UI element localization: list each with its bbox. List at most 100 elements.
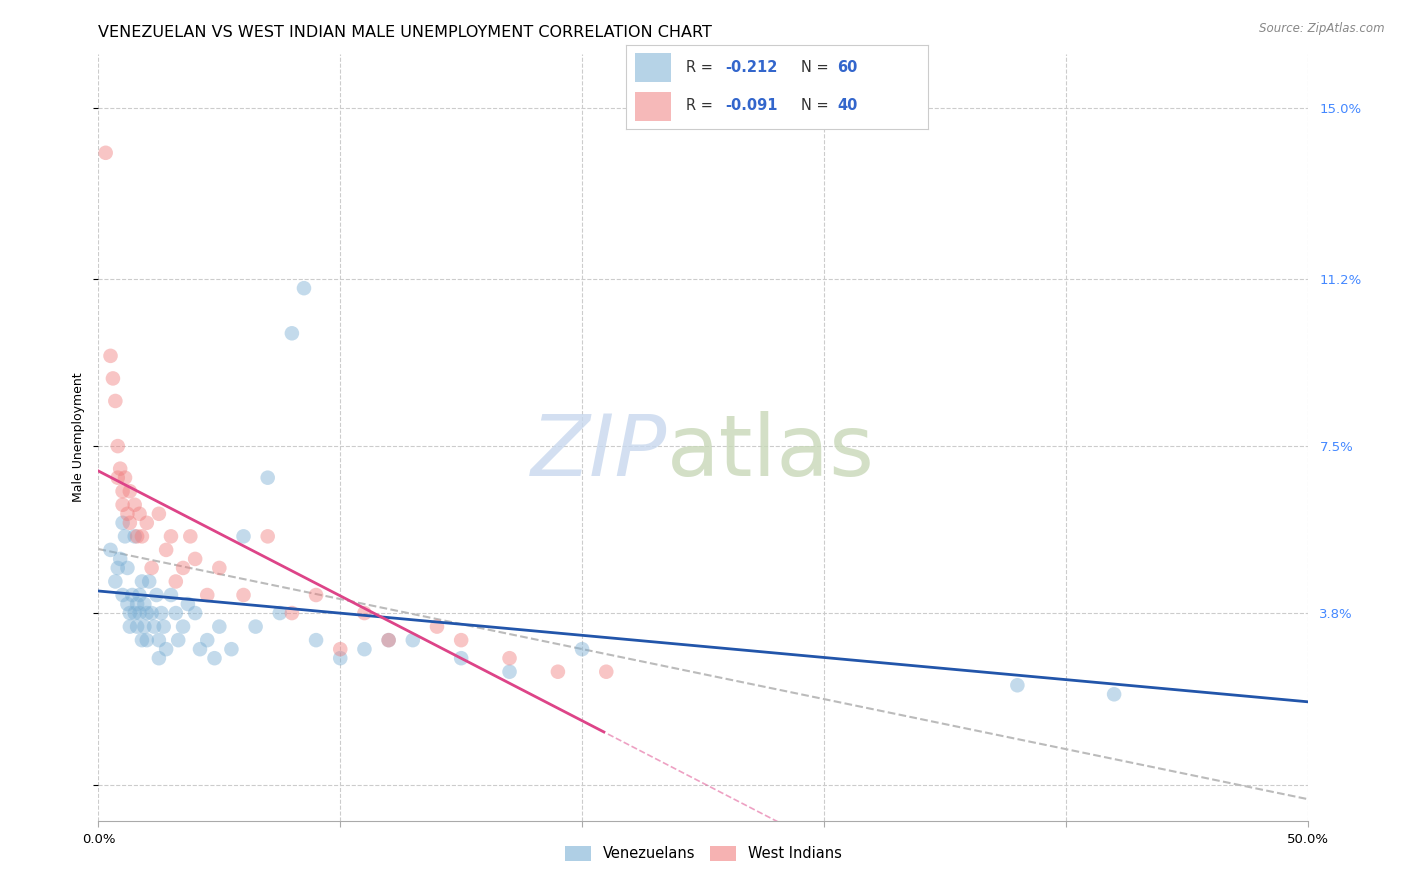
Point xyxy=(134,597,156,611)
Point xyxy=(104,394,127,409)
Point xyxy=(195,633,218,648)
Point xyxy=(124,498,146,512)
Point xyxy=(148,633,170,648)
Point xyxy=(1007,678,1029,692)
Point xyxy=(127,597,149,611)
Point xyxy=(150,606,173,620)
Point xyxy=(143,619,166,633)
Bar xyxy=(634,92,671,120)
Point xyxy=(127,529,149,543)
Point xyxy=(111,484,134,499)
Point xyxy=(208,619,231,633)
Text: VENEZUELAN VS WEST INDIAN MALE UNEMPLOYMENT CORRELATION CHART: VENEZUELAN VS WEST INDIAN MALE UNEMPLOYM… xyxy=(98,25,713,40)
Point xyxy=(111,498,134,512)
Point xyxy=(108,552,131,566)
Point xyxy=(305,588,328,602)
Point xyxy=(124,606,146,620)
Point xyxy=(377,633,399,648)
Point xyxy=(118,619,141,633)
Point xyxy=(114,471,136,485)
Point xyxy=(160,588,183,602)
Point xyxy=(402,633,425,648)
Point xyxy=(208,561,231,575)
Point xyxy=(221,642,243,657)
Point xyxy=(128,588,150,602)
Text: Source: ZipAtlas.com: Source: ZipAtlas.com xyxy=(1260,22,1385,36)
Point xyxy=(148,651,170,665)
Legend: Venezuelans, West Indians: Venezuelans, West Indians xyxy=(558,840,848,867)
Point xyxy=(118,606,141,620)
Point xyxy=(498,651,520,665)
Text: R =: R = xyxy=(686,60,717,75)
Point xyxy=(138,574,160,589)
Text: atlas: atlas xyxy=(666,411,875,494)
Point xyxy=(117,597,139,611)
Point xyxy=(107,471,129,485)
Point xyxy=(204,651,226,665)
Bar xyxy=(634,54,671,82)
Point xyxy=(450,651,472,665)
Point xyxy=(134,619,156,633)
Point xyxy=(108,461,131,475)
Point xyxy=(172,619,194,633)
Point xyxy=(256,471,278,485)
Point xyxy=(135,633,157,648)
Point xyxy=(111,516,134,530)
Text: N =: N = xyxy=(801,60,834,75)
Point xyxy=(188,642,211,657)
Point xyxy=(172,561,194,575)
Point xyxy=(165,574,187,589)
Point xyxy=(117,507,139,521)
Text: N =: N = xyxy=(801,98,834,113)
Text: R =: R = xyxy=(686,98,717,113)
Point xyxy=(195,588,218,602)
Point xyxy=(353,606,375,620)
Point xyxy=(232,529,254,543)
Point xyxy=(329,651,352,665)
Text: 40: 40 xyxy=(838,98,858,113)
Point xyxy=(377,633,399,648)
Point xyxy=(245,619,267,633)
Point xyxy=(426,619,449,633)
Point xyxy=(450,633,472,648)
Point xyxy=(131,633,153,648)
Point xyxy=(281,326,304,341)
Point xyxy=(118,516,141,530)
Point xyxy=(184,606,207,620)
Point xyxy=(256,529,278,543)
Point xyxy=(131,529,153,543)
Point xyxy=(1102,687,1125,701)
Point xyxy=(269,606,291,620)
Point xyxy=(141,561,163,575)
Point xyxy=(121,588,143,602)
Point xyxy=(111,588,134,602)
Point xyxy=(135,606,157,620)
Point xyxy=(179,529,201,543)
Point xyxy=(167,633,190,648)
Point xyxy=(155,542,177,557)
Text: -0.091: -0.091 xyxy=(725,98,778,113)
Point xyxy=(114,529,136,543)
Point xyxy=(329,642,352,657)
Point xyxy=(107,439,129,453)
Point xyxy=(107,561,129,575)
Point xyxy=(101,371,124,385)
Point xyxy=(498,665,520,679)
Point xyxy=(177,597,200,611)
Point xyxy=(232,588,254,602)
Point xyxy=(148,507,170,521)
Point xyxy=(165,606,187,620)
Point xyxy=(571,642,593,657)
Point xyxy=(118,484,141,499)
Text: ZIP: ZIP xyxy=(530,411,666,494)
Point xyxy=(135,516,157,530)
Text: -0.212: -0.212 xyxy=(725,60,778,75)
Y-axis label: Male Unemployment: Male Unemployment xyxy=(72,372,86,502)
Point xyxy=(100,542,122,557)
Point xyxy=(547,665,569,679)
Point xyxy=(100,349,122,363)
Point xyxy=(292,281,315,295)
Point xyxy=(94,145,117,160)
Point xyxy=(127,619,149,633)
Point xyxy=(145,588,167,602)
